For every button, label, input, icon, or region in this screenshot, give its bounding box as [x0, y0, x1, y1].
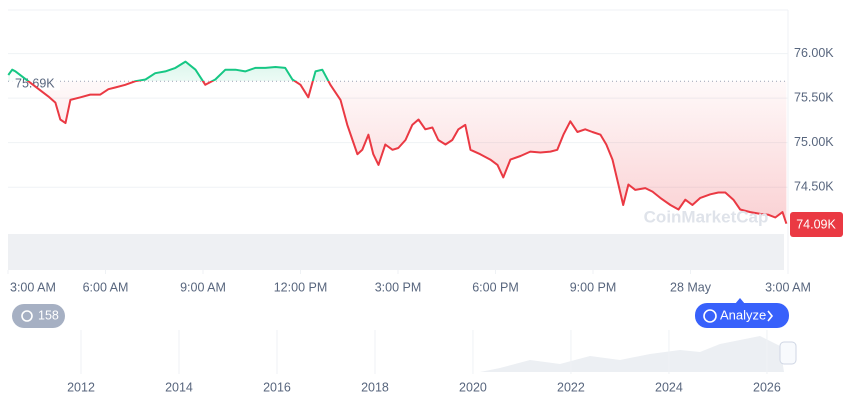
x-tick-label: 3:00 PM [375, 280, 422, 294]
watermark: CoinMarketCap [644, 207, 769, 226]
x-tick-label: 3:00 AM [10, 280, 56, 294]
x-tick-label: 9:00 AM [180, 280, 226, 294]
last-price-label: 74.09K [796, 217, 836, 231]
navigator-tick-label: 2020 [459, 380, 487, 394]
button-label[interactable]: Analyze [720, 307, 766, 322]
badge-bg[interactable] [12, 304, 65, 328]
last-price-box [790, 212, 843, 237]
navigator-tick-label: 2014 [165, 380, 193, 394]
pointer [735, 298, 745, 304]
x-tick-label: 12:00 PM [274, 280, 328, 294]
price-area [8, 61, 787, 224]
y-tick-label: 76.00K [794, 46, 834, 60]
x-tick-label: 3:00 AM [765, 280, 811, 294]
y-tick-label: 75.00K [794, 135, 834, 149]
navigator-tick-label: 2012 [67, 380, 95, 394]
volume-band [8, 234, 784, 270]
analyze-icon [703, 309, 717, 323]
plot: 74.50K 75.00K 75.50K 76.00K 3:00 AM 6:00 AM 9:… [7, 46, 834, 294]
y-tick-label: 74.50K [794, 179, 834, 193]
x-tick-label: 6:00 PM [472, 280, 519, 294]
navigator-area [8, 336, 784, 372]
x-tick-label: 9:00 PM [570, 280, 617, 294]
y-tick-label: 75.50K [794, 90, 834, 104]
navigator-handle[interactable] [779, 341, 797, 365]
navigator: 2012 2014 2016 2018 2020 2022 2024 2026 [8, 330, 797, 394]
analyze-button[interactable]: Analyze [695, 298, 789, 328]
navigator-tick-label: 2022 [557, 380, 585, 394]
clock-icon [21, 310, 33, 322]
reference-label: 75.69K [15, 77, 55, 91]
chevron [767, 310, 774, 322]
navigator-tick-label: 2024 [655, 380, 683, 394]
button-bg[interactable] [695, 303, 789, 328]
navigator-tick-label: 2026 [753, 380, 781, 394]
navigator-tick-label: 2018 [361, 380, 389, 394]
navigator-tick-label: 2016 [263, 380, 291, 394]
price-line [7, 60, 788, 225]
x-tick-label: 28 May [670, 280, 712, 294]
history-badge[interactable]: 158 [12, 304, 65, 328]
x-tick-label: 6:00 AM [83, 280, 129, 294]
badge-count[interactable]: 158 [38, 308, 59, 322]
